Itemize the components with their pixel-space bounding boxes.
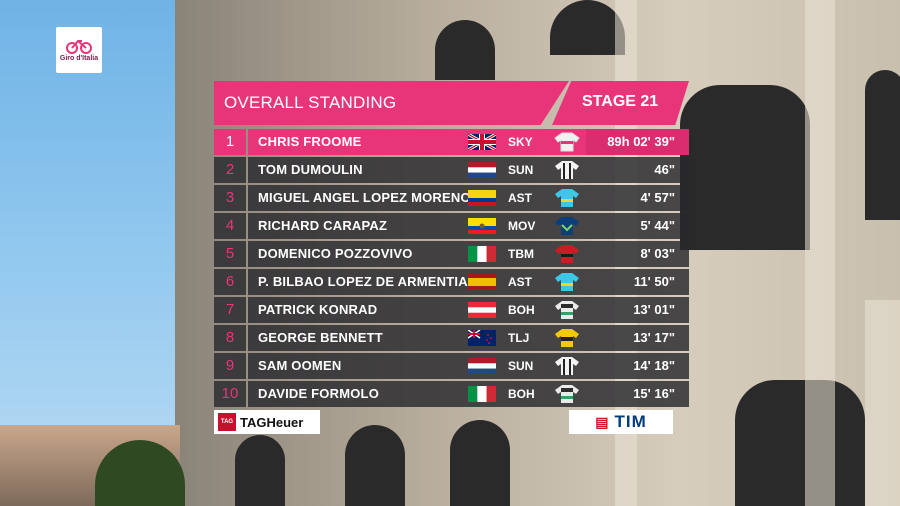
gap-time: 5' 44"	[640, 218, 675, 233]
gap-time: 13' 01"	[633, 302, 675, 317]
jersey-icon	[555, 217, 579, 235]
gap-time: 14' 18"	[633, 358, 675, 373]
stage-bar: STAGE 21	[552, 81, 689, 125]
jersey-icon	[555, 301, 579, 319]
es-flag-icon	[468, 274, 496, 290]
jersey-icon	[555, 189, 579, 207]
stage-label: STAGE 21	[582, 93, 659, 110]
title-bar: OVERALL STANDING	[214, 81, 569, 125]
rank: 8	[214, 325, 246, 351]
standing-row: 7 PATRICK KONRAD BOH 13' 01"	[214, 297, 689, 323]
jersey-icon	[555, 273, 579, 291]
bicycle-icon	[66, 39, 92, 54]
tagheuer-logo: TAG TAGHeuer	[214, 410, 320, 434]
rank: 9	[214, 353, 246, 379]
team-code: BOH	[508, 303, 535, 317]
at-flag-icon	[468, 302, 496, 318]
jersey-icon	[555, 161, 579, 179]
rank: 7	[214, 297, 246, 323]
rider-name: DOMENICO POZZOVIVO	[258, 246, 413, 261]
jersey-icon	[555, 385, 579, 403]
rider-name: GEORGE BENNETT	[258, 330, 383, 345]
standings-panel: OVERALL STANDING STAGE 21 1 CHRIS FROOME…	[214, 81, 689, 409]
giro-logo: Giro d'Italia	[56, 27, 102, 73]
team-code: MOV	[508, 219, 536, 233]
standing-row: 2 TOM DUMOULIN SUN 46"	[214, 157, 689, 183]
standing-row: 3 MIGUEL ANGEL LOPEZ MORENO AST 4' 57"	[214, 185, 689, 211]
tim-logo: ▤ TIM	[569, 410, 673, 434]
ec-flag-icon	[468, 218, 496, 234]
nl-flag-icon	[468, 358, 496, 374]
rider-name: MIGUEL ANGEL LOPEZ MORENO	[258, 190, 471, 205]
jersey-icon	[554, 132, 580, 152]
tim-mark-icon: ▤	[595, 413, 609, 430]
team-code: SUN	[508, 359, 534, 373]
gap-time: 11' 50"	[633, 274, 675, 289]
logo-text: Giro d'Italia	[59, 55, 99, 62]
rank: 10	[214, 381, 246, 407]
gap-time: 15' 16"	[633, 386, 675, 401]
standing-row: 6 P. BILBAO LOPEZ DE ARMENTIA AST 11' 50…	[214, 269, 689, 295]
team-code: TBM	[508, 247, 534, 261]
jersey-icon	[555, 329, 579, 347]
it-flag-icon	[468, 386, 496, 402]
rank: 3	[214, 185, 246, 211]
gap-time: 13' 17"	[633, 330, 675, 345]
gap-time: 46"	[654, 162, 675, 177]
jersey-icon	[555, 245, 579, 263]
gb-flag-icon	[468, 134, 496, 150]
rider-name: PATRICK KONRAD	[258, 302, 378, 317]
rider-name: CHRIS FROOME	[258, 134, 362, 149]
rider-name: TOM DUMOULIN	[258, 162, 363, 177]
rank: 5	[214, 241, 246, 267]
nl-flag-icon	[468, 162, 496, 178]
rank: 1	[214, 129, 246, 155]
gap-time: 89h 02' 39"	[607, 134, 675, 149]
team-code: AST	[508, 275, 532, 289]
nz-flag-icon	[468, 330, 496, 346]
gap-time: 8' 03"	[640, 246, 675, 261]
team-code: SKY	[508, 135, 533, 149]
standings-title: OVERALL STANDING	[224, 93, 397, 112]
rider-name: SAM OOMEN	[258, 358, 342, 373]
rider-name: RICHARD CARAPAZ	[258, 218, 388, 233]
rider-name: P. BILBAO LOPEZ DE ARMENTIA	[258, 274, 468, 289]
rank: 4	[214, 213, 246, 239]
rank: 6	[214, 269, 246, 295]
gap-time: 4' 57"	[640, 190, 675, 205]
co-flag-icon	[468, 190, 496, 206]
it-flag-icon	[468, 246, 496, 262]
standing-row: 9 SAM OOMEN SUN 14' 18"	[214, 353, 689, 379]
team-code: SUN	[508, 163, 534, 177]
team-code: AST	[508, 191, 532, 205]
tree	[95, 440, 185, 506]
team-code: TLJ	[508, 331, 530, 345]
tag-shield-icon: TAG	[218, 413, 236, 431]
standing-row: 4 RICHARD CARAPAZ MOV 5' 44"	[214, 213, 689, 239]
standing-row: 8 GEORGE BENNETT TLJ 13' 17"	[214, 325, 689, 351]
rider-name: DAVIDE FORMOLO	[258, 386, 379, 401]
jersey-icon	[555, 357, 579, 375]
rank: 2	[214, 157, 246, 183]
standing-row: 1 CHRIS FROOME SKY 89h 02' 39"	[214, 129, 689, 155]
standings-header: OVERALL STANDING STAGE 21	[214, 81, 689, 125]
standing-row: 10 DAVIDE FORMOLO BOH 15' 16"	[214, 381, 689, 407]
standings-list: 1 CHRIS FROOME SKY 89h 02' 39"	[214, 129, 689, 407]
sponsor-right-text: TIM	[614, 412, 647, 431]
team-code: BOH	[508, 387, 535, 401]
standing-row: 5 DOMENICO POZZOVIVO TBM 8' 03"	[214, 241, 689, 267]
sponsor-left-text: TAGHeuer	[240, 414, 304, 430]
